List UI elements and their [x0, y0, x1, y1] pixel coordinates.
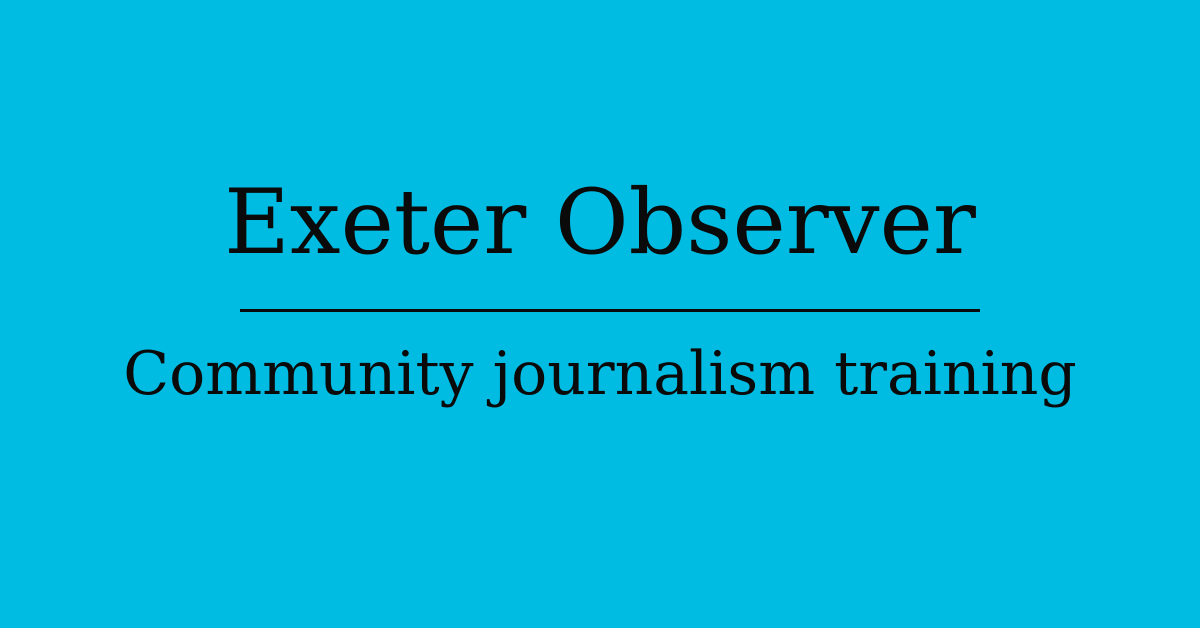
- banner-subtitle: Community journalism training: [123, 339, 1077, 409]
- title-divider: [240, 309, 980, 312]
- publication-title: Exeter Observer: [224, 170, 976, 275]
